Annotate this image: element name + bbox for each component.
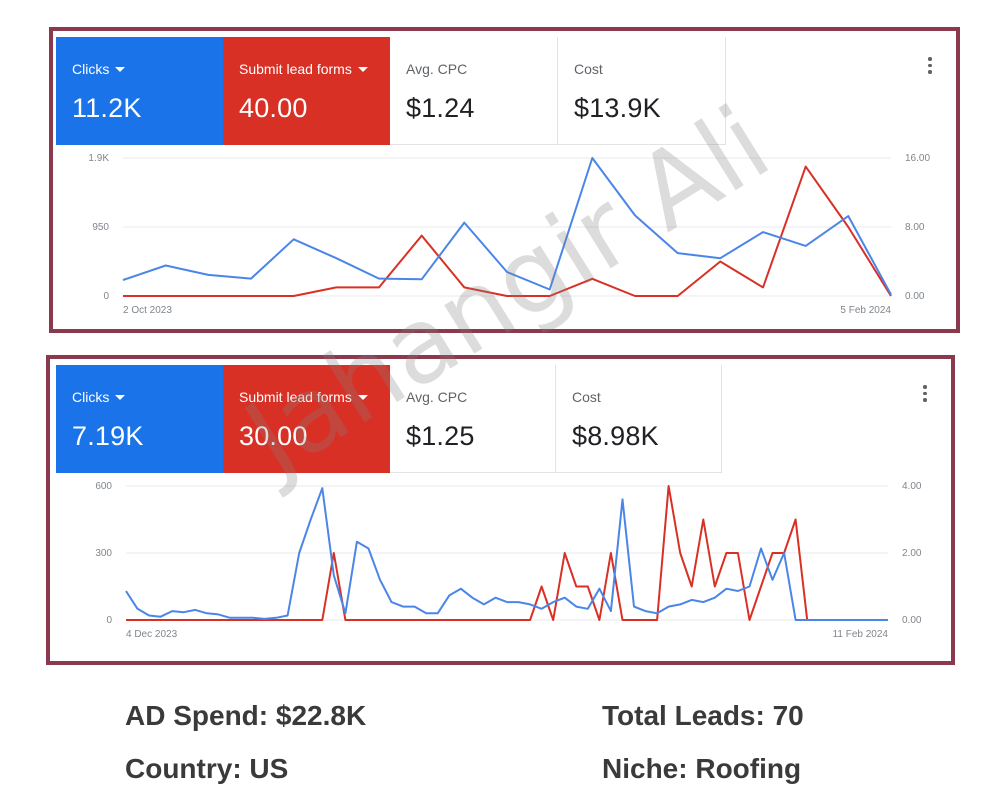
y-right-tick-label: 0.00	[902, 615, 922, 626]
dropdown-caret-icon[interactable]	[115, 394, 126, 400]
niche-text: Niche: Roofing	[602, 753, 802, 784]
y-left-tick-label: 0	[103, 291, 109, 302]
y-right-tick-label: 2.00	[902, 548, 922, 559]
metric-label: Clicks	[72, 389, 110, 405]
metric-card-avg-cpc[interactable]: Avg. CPC $1.25	[390, 365, 556, 473]
y-right-tick-label: 4.00	[902, 481, 922, 492]
x-tick-label: 11 Feb 2024	[833, 629, 889, 640]
metric-value: 7.19K	[72, 421, 144, 451]
metric-label: Avg. CPC	[406, 61, 468, 77]
metric-label: Cost	[574, 61, 603, 77]
clicks-series-line	[125, 487, 888, 621]
clicks-series-line	[122, 157, 892, 295]
metric-label: Submit lead forms	[239, 61, 352, 77]
metric-value: $13.9K	[574, 93, 661, 123]
metric-value: 11.2K	[72, 93, 142, 123]
performance-panel-1: Clicks 11.2K Submit lead forms 40.00 Avg…	[49, 27, 960, 333]
metric-value: 40.00	[239, 93, 308, 123]
metric-value: $8.98K	[572, 421, 659, 451]
metric-value: 30.00	[239, 421, 308, 451]
performance-panel-2: Clicks 7.19K Submit lead forms 30.00 Avg…	[46, 355, 955, 665]
metric-label: Submit lead forms	[239, 389, 352, 405]
metric-label: Cost	[572, 389, 601, 405]
leads-series-line	[123, 165, 892, 297]
dropdown-caret-icon[interactable]	[357, 394, 368, 400]
x-tick-label: 2 Oct 2023	[123, 305, 172, 316]
metric-card-cost[interactable]: Cost $8.98K	[556, 365, 722, 473]
y-left-tick-label: 0	[106, 615, 112, 626]
metric-card-clicks[interactable]: Clicks 11.2K	[56, 37, 223, 145]
line-chart: 600 4.00 300 2.00 0 0.00 4 Dec 2023 11 Feb 2024	[95, 481, 922, 640]
y-right-tick-label: 8.00	[905, 222, 925, 233]
metric-card-submit-lead-forms[interactable]: Submit lead forms 30.00	[223, 365, 390, 473]
dropdown-caret-icon[interactable]	[115, 66, 126, 72]
metric-card-submit-lead-forms[interactable]: Submit lead forms 40.00	[223, 37, 390, 145]
metric-card-clicks[interactable]: Clicks 7.19K	[56, 365, 223, 473]
y-left-tick-label: 600	[95, 481, 112, 492]
y-left-tick-label: 1.9K	[88, 153, 109, 164]
y-right-tick-label: 16.00	[905, 153, 930, 164]
metric-value: $1.24	[406, 93, 475, 123]
metric-label: Avg. CPC	[406, 389, 468, 405]
metric-label: Clicks	[72, 61, 110, 77]
more-options-icon[interactable]	[928, 57, 932, 74]
leads-series-line	[126, 485, 888, 621]
metric-value: $1.25	[406, 421, 475, 451]
y-left-tick-label: 300	[95, 548, 112, 559]
more-options-icon[interactable]	[923, 385, 927, 402]
country-text: Country: US	[125, 753, 289, 784]
metric-card-avg-cpc[interactable]: Avg. CPC $1.24	[390, 37, 558, 145]
ad-spend-text: AD Spend: $22.8K	[125, 700, 367, 731]
y-left-tick-label: 950	[92, 222, 109, 233]
x-tick-label: 5 Feb 2024	[840, 305, 891, 316]
x-tick-label: 4 Dec 2023	[126, 629, 178, 640]
line-chart: 1.9K 16.00 950 8.00 0 0.00 2 Oct 2023 5 Feb 202…	[88, 153, 930, 316]
y-right-tick-label: 0.00	[905, 291, 925, 302]
dropdown-caret-icon[interactable]	[357, 66, 368, 72]
metric-card-cost[interactable]: Cost $13.9K	[558, 37, 726, 145]
total-leads-text: Total Leads: 70	[602, 700, 804, 731]
